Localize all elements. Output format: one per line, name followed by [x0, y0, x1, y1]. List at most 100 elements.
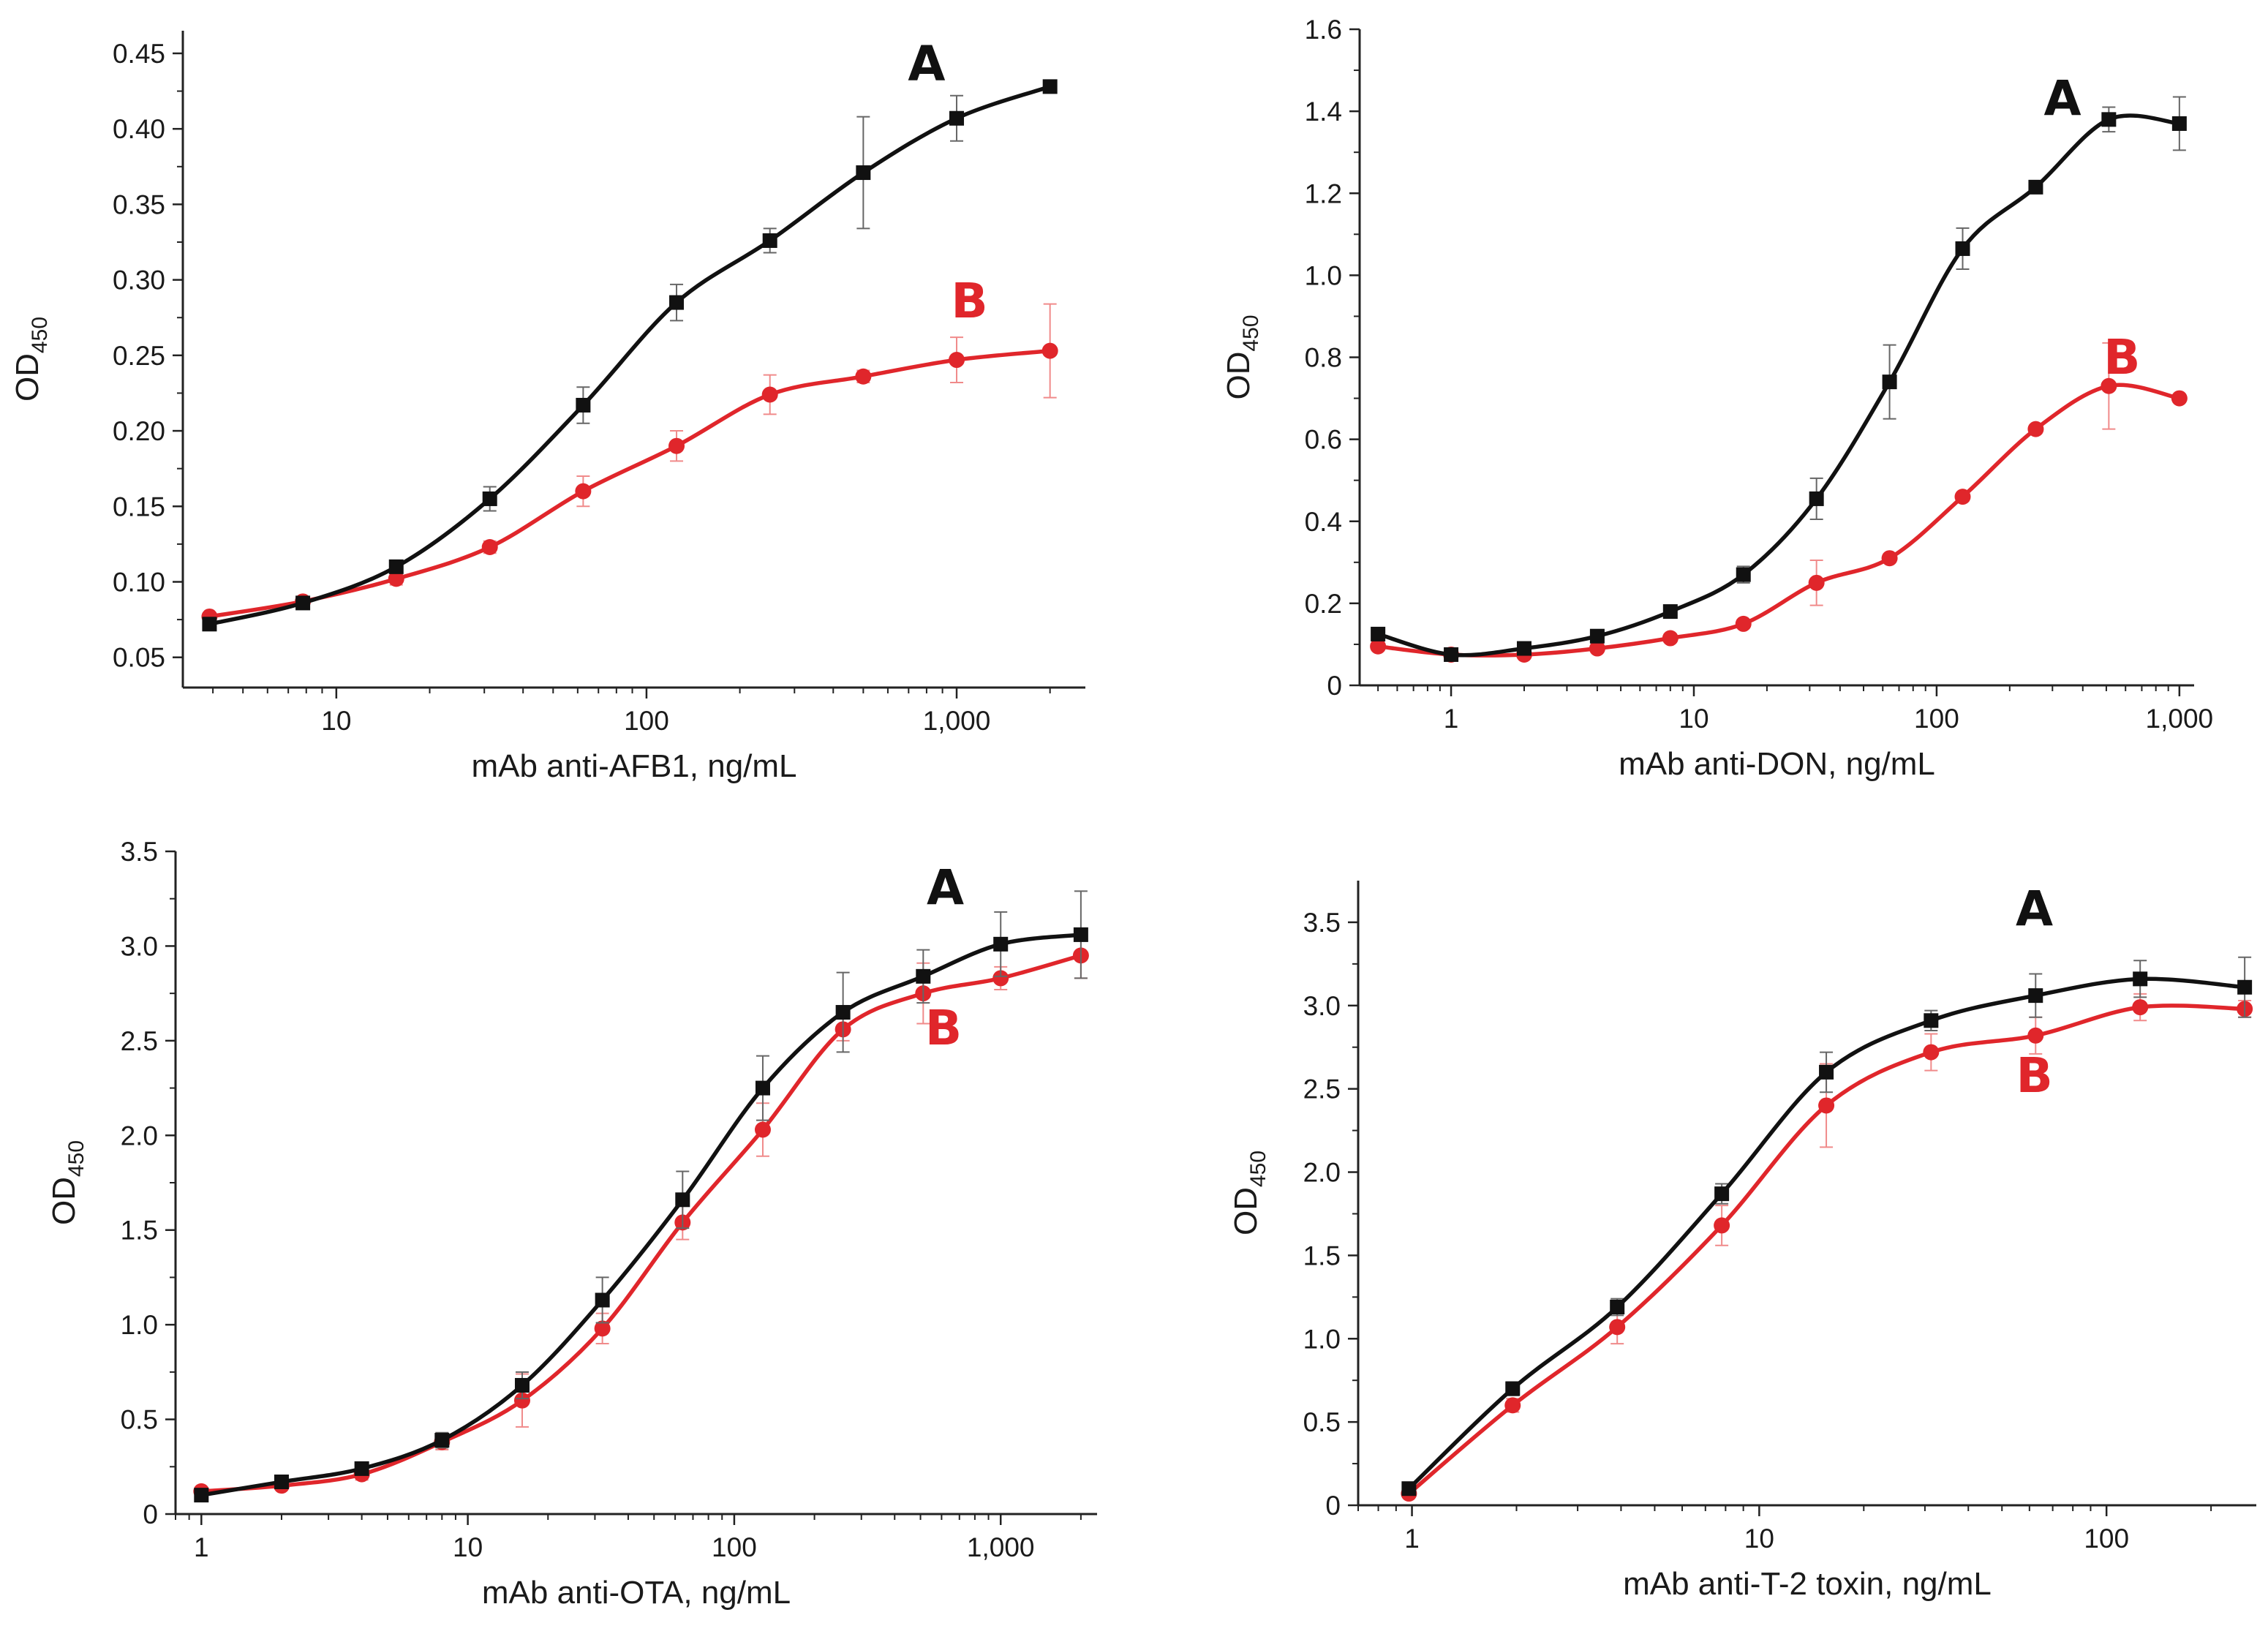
data-point-A	[2171, 116, 2187, 131]
series-line-B	[1407, 1004, 2245, 1496]
series-tag-B: B	[925, 1000, 962, 1056]
data-point-B	[1881, 550, 1898, 567]
y-tick-label: 2.5	[121, 1026, 158, 1056]
y-tick-label: 0.25	[113, 341, 165, 371]
series-A	[1371, 96, 2187, 662]
data-point-B	[992, 970, 1009, 987]
data-point-A	[1714, 1186, 1730, 1202]
data-point-B	[754, 1121, 771, 1138]
data-point-A	[434, 1433, 450, 1448]
data-point-B	[855, 368, 872, 385]
data-point-A	[194, 1488, 209, 1503]
x-tick-label: 10	[321, 706, 351, 736]
series-tag-A: A	[908, 36, 945, 92]
data-point-B	[1923, 1044, 1940, 1061]
x-tick-label: 1,000	[967, 1532, 1035, 1562]
data-point-A	[2133, 971, 2148, 987]
y-tick-label: 3.5	[1303, 908, 1341, 938]
y-tick-label: 1.5	[1303, 1240, 1341, 1270]
x-tick-label: 1	[1444, 704, 1459, 734]
x-tick-label: 1	[194, 1532, 209, 1562]
y-tick-label: 0.35	[113, 189, 165, 219]
data-point-B	[1504, 1397, 1521, 1414]
y-tick-label: 0.10	[113, 567, 165, 597]
data-point-A	[1610, 1299, 1625, 1314]
x-tick-label: 10	[1679, 704, 1708, 734]
series-line-A	[208, 84, 1051, 626]
data-point-A	[835, 1005, 851, 1020]
data-point-B	[2171, 390, 2188, 407]
series-tag-A: A	[2016, 881, 2053, 937]
y-tick-label: 1.4	[1305, 97, 1342, 127]
y-tick-label: 1.6	[1305, 15, 1342, 45]
series-A	[202, 79, 1058, 632]
data-point-A	[2028, 988, 2043, 1004]
data-point-A	[675, 1192, 690, 1208]
data-point-B	[1818, 1097, 1835, 1114]
y-tick-label: 1.5	[121, 1216, 158, 1246]
data-point-B	[1808, 574, 1825, 591]
series-line-A	[1407, 976, 2245, 1491]
data-point-A	[1955, 241, 1970, 256]
data-point-A	[295, 595, 311, 611]
data-point-A	[1516, 641, 1532, 656]
data-point-A	[1819, 1064, 1834, 1080]
data-point-B	[668, 437, 685, 454]
data-point-A	[755, 1080, 770, 1096]
data-point-A	[482, 491, 497, 506]
data-point-A	[1924, 1013, 1939, 1028]
x-axis-title: mAb anti-DON, ng/mL	[1619, 746, 1935, 782]
data-point-A	[202, 617, 217, 632]
data-point-B	[1370, 638, 1387, 655]
data-point-B	[594, 1320, 611, 1337]
data-point-A	[1371, 626, 1386, 641]
data-point-B	[2101, 377, 2117, 394]
x-tick-label: 10	[1744, 1524, 1774, 1554]
y-tick-label: 3.5	[121, 837, 158, 867]
y-tick-label: 0.8	[1305, 343, 1342, 373]
data-point-B	[949, 352, 965, 369]
chart-panel-1: 0.05 0.10 0.15 0.20 0.25 0.30 0.35 0.40 0.45 10 10…	[10, 31, 1085, 784]
chart-panel-2: 0 0.2 0.4 0.6 0.8 1.0 1.2 1.4 1.6 1 10 100 1,000 mAb …	[1221, 15, 2213, 782]
y-axis-title: OD450	[46, 1140, 88, 1225]
data-point-A	[2237, 979, 2253, 995]
y-tick-label: 0.6	[1305, 425, 1342, 455]
y-tick-label: 0.5	[1303, 1407, 1341, 1437]
y-tick-label: 1.0	[1303, 1324, 1341, 1354]
data-point-A	[1073, 927, 1088, 942]
y-tick-label: 0.45	[113, 39, 165, 69]
series-line-B	[208, 348, 1050, 619]
x-tick-label: 1,000	[2146, 704, 2214, 734]
data-point-A	[949, 110, 965, 126]
y-tick-label: 0.5	[121, 1405, 158, 1435]
y-tick-label: 0	[1327, 671, 1342, 701]
series-A	[1401, 956, 2253, 1496]
data-point-B	[1609, 1319, 1626, 1336]
y-tick-label: 2.5	[1303, 1074, 1341, 1104]
y-axis-title: OD450	[1228, 1151, 1270, 1235]
data-point-A	[856, 165, 871, 181]
data-point-A	[1662, 604, 1678, 620]
y-tick-label: 0.30	[113, 266, 165, 295]
series-tag-B: B	[2016, 1047, 2052, 1104]
x-axis-title: mAb anti-T-2 toxin, ng/mL	[1623, 1566, 1992, 1602]
y-tick-label: 3.0	[121, 931, 158, 961]
data-point-B	[388, 571, 404, 587]
data-point-A	[1736, 567, 1751, 582]
data-point-A	[669, 295, 685, 310]
x-axis-title: mAb anti-AFB1, ng/mL	[471, 748, 796, 784]
data-point-B	[1735, 615, 1752, 632]
series-tag-B: B	[2103, 329, 2140, 385]
y-axis-title: OD450	[10, 317, 52, 402]
data-point-A	[2028, 179, 2043, 195]
data-point-A	[388, 559, 404, 574]
series-tag-B: B	[951, 273, 987, 329]
y-tick-label: 1.0	[1305, 260, 1342, 290]
y-axis-title: OD450	[1221, 315, 1263, 399]
data-point-B	[1714, 1217, 1730, 1234]
data-point-A	[1042, 79, 1058, 94]
chart-panel-4: 0 0.5 1.0 1.5 2.0 2.5 3.0 3.5 1 10 100 mAb anti-T-2…	[1228, 881, 2256, 1602]
data-point-A	[1444, 647, 1459, 662]
